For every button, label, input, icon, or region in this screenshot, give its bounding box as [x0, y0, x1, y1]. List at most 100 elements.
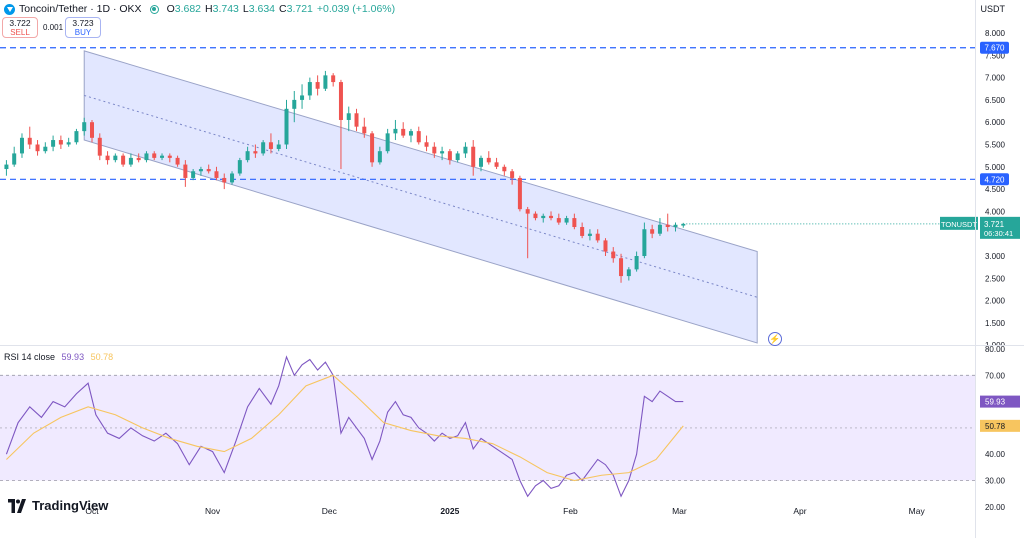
tradingview-logo[interactable]: TradingView: [6, 498, 108, 513]
symbol-label-bg: [940, 216, 978, 230]
toncoin-logo-icon: [4, 3, 15, 15]
candle-body: [338, 82, 343, 120]
candle-body: [113, 155, 118, 161]
candle-body: [43, 146, 48, 152]
candle-body: [4, 164, 9, 170]
time-axis-tick: 2025: [440, 506, 459, 516]
candle-body: [175, 157, 180, 165]
candle-body: [128, 157, 133, 165]
candle-body: [603, 240, 608, 252]
price-chart[interactable]: 8.000 7.500 7.000 6.500 6.000 5.500 5.000 4.500…: [0, 0, 1024, 345]
candle-body: [479, 157, 483, 167]
candle-body: [284, 108, 289, 145]
price-axis-tick: 8.000: [985, 29, 1006, 38]
candle-body: [494, 162, 499, 167]
price-axis-tick: 1.000: [985, 341, 1006, 345]
buy-button[interactable]: 3.723 BUY: [65, 17, 101, 38]
candle-body: [315, 82, 320, 89]
candle-body: [549, 215, 554, 219]
rsi-value-label: 59.93: [985, 398, 1006, 407]
rsi-chart[interactable]: 80.0070.0060.0050.0040.0030.0020.0059.93…: [0, 346, 1024, 518]
candle-body: [97, 137, 102, 156]
sell-button[interactable]: 3.722 SELL: [2, 17, 38, 38]
candle-body: [432, 146, 437, 154]
candle-body: [144, 153, 149, 161]
candle-body: [463, 146, 468, 154]
level-label-bg: [980, 173, 1009, 186]
candle-body: [634, 256, 639, 270]
currency-label[interactable]: USDT: [980, 4, 1006, 14]
candle-body: [416, 131, 421, 143]
candle-body: [517, 177, 522, 210]
price-change: +0.039 (+1.06%): [316, 3, 396, 15]
candle-body: [393, 128, 398, 134]
candle-body: [323, 75, 328, 89]
price-axis-tick: 2.000: [985, 297, 1006, 306]
rsi-axis-tick: 20.00: [985, 503, 1006, 512]
flash-icon[interactable]: ⚡: [768, 332, 782, 346]
candle-body: [564, 218, 569, 223]
candle-body: [424, 142, 429, 147]
ohlc-close: C3.721: [279, 3, 313, 15]
candle-body: [556, 218, 561, 223]
candle-body: [541, 215, 546, 219]
ohlc-open: O3.682: [166, 3, 202, 15]
price-axis-tick: 4.000: [985, 207, 1006, 216]
candle-body: [440, 151, 445, 154]
candle-body: [222, 177, 227, 183]
price-axis-tick: 6.500: [985, 96, 1006, 105]
candle-body: [377, 151, 382, 163]
level-label: 7.670: [984, 44, 1005, 53]
candle-body: [502, 166, 507, 172]
market-open-icon: [149, 4, 159, 14]
rsi-legend[interactable]: RSI 14 close 59.93 50.78: [4, 352, 113, 362]
price-axis-tick: 7.500: [985, 51, 1006, 60]
candle-body: [486, 157, 491, 163]
candle-body: [331, 75, 336, 83]
time-axis-tick: Mar: [672, 506, 687, 516]
symbol-title[interactable]: Toncoin/Tether · 1D · OKX: [19, 3, 142, 15]
candle-body: [167, 155, 172, 158]
candle-body: [12, 153, 17, 165]
rsi-legend-value: 59.93: [61, 352, 85, 362]
candle-body: [245, 151, 250, 161]
pane-divider[interactable]: [0, 345, 1024, 346]
candle-body: [214, 171, 219, 178]
spread-value: 0.001: [43, 23, 64, 32]
rsi-axis-tick: 30.00: [985, 477, 1006, 486]
candle-body: [253, 151, 258, 154]
candle-body: [611, 251, 616, 259]
rsi-ma-label: 50.78: [985, 422, 1006, 431]
current-price-label: 3.721: [984, 220, 1005, 229]
ohlc-high: H3.743: [205, 3, 239, 15]
parallel-channel: [83, 50, 758, 344]
candle-body: [160, 155, 165, 158]
level-label: 4.720: [984, 175, 1005, 184]
candle-body: [619, 258, 624, 277]
candle-body: [681, 223, 686, 226]
candle-body: [90, 122, 94, 138]
rsi-ma-label-bg: [980, 419, 1020, 432]
candle-body: [105, 155, 110, 161]
candle-body: [346, 113, 351, 120]
candle-body: [354, 113, 359, 127]
chart-header: Toncoin/Tether · 1D · OKX O3.682 H3.743 …: [0, 0, 975, 44]
sell-label: SELL: [10, 28, 30, 37]
rsi-legend-label: RSI 14 close: [4, 352, 56, 362]
time-axis-tick: Dec: [322, 506, 338, 516]
candle-body: [183, 164, 188, 178]
symbol-legend[interactable]: Toncoin/Tether · 1D · OKX O3.682 H3.743 …: [4, 3, 395, 15]
candle-body: [525, 209, 530, 214]
candle-body: [673, 224, 678, 228]
rsi-band: [0, 375, 975, 481]
rsi-value-label-bg: [980, 395, 1020, 408]
candle-body: [237, 160, 242, 174]
current-symbol-label: TONUSDT: [941, 220, 978, 229]
price-axis-tick: 7.000: [985, 74, 1006, 83]
time-axis-tick: Oct: [85, 506, 99, 516]
candle-body: [206, 169, 211, 172]
candle-body: [642, 229, 647, 256]
candle-body: [230, 173, 235, 183]
price-axis-tick: 1.500: [985, 319, 1006, 328]
candle-body: [572, 218, 577, 228]
